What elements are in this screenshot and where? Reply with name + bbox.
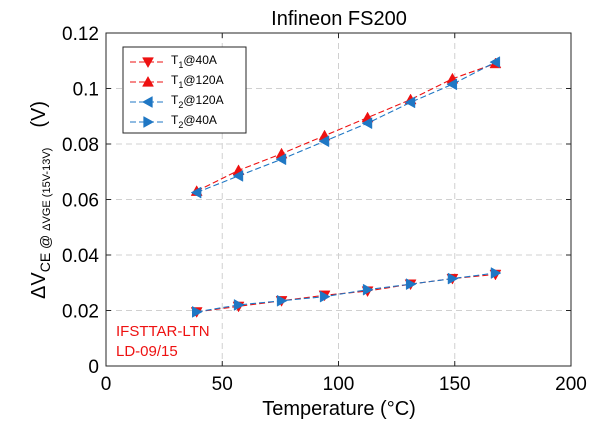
y-tick-label: 0.08 — [62, 135, 99, 156]
data-point — [192, 305, 203, 318]
data-point — [190, 186, 202, 199]
y-label-delta: Δ — [28, 286, 50, 299]
series-line — [196, 272, 496, 313]
y-label-sub1: CE @ — [37, 231, 53, 272]
legend-entry: T1@40A — [130, 53, 217, 70]
data-point — [489, 56, 501, 69]
annotation: IFSTTAR-LTN LD-09/15 — [116, 323, 210, 360]
data-point — [361, 117, 373, 130]
y-tick-label: 0 — [88, 357, 99, 378]
y-tick-label: 0.06 — [62, 191, 99, 212]
data-point — [490, 267, 502, 279]
x-tick-label: 100 — [323, 374, 355, 395]
legend-label: T2@40A — [171, 113, 217, 130]
legend-entry: T2@40A — [130, 113, 217, 130]
y-tick-label: 0.04 — [62, 246, 99, 267]
series-line — [196, 273, 496, 313]
legend-label: T2@120A — [171, 93, 224, 110]
data-point — [276, 294, 288, 307]
y-label-main: V — [28, 272, 50, 286]
data-point — [405, 278, 417, 291]
data-point — [232, 169, 244, 182]
x-tick-labels: 0 50 100 150 200 — [101, 374, 587, 395]
series-layer — [190, 56, 502, 318]
x-tick-label: 0 — [101, 374, 112, 395]
y-label-unit: (V) — [28, 101, 50, 128]
svg-text:ΔVCE @ ΔVGE (15V-13V)(V): ΔVCE @ ΔVGE (15V-13V)(V) — [28, 101, 53, 299]
y-tick-labels: 0 0.02 0.04 0.06 0.08 0.1 0.12 — [62, 24, 99, 378]
legend-label: T1@120A — [171, 73, 224, 90]
y-tick-label: 0.02 — [62, 302, 99, 323]
series-T2@40A — [192, 267, 502, 318]
legend-entry: T1@120A — [130, 73, 224, 90]
chart-title: Infineon FS200 — [271, 8, 407, 30]
y-tick-label: 0.1 — [73, 80, 99, 101]
legend-entry: T2@120A — [130, 93, 224, 110]
axis-ticks — [105, 32, 572, 367]
x-tick-label: 50 — [212, 374, 233, 395]
data-point — [319, 290, 331, 303]
y-label-delta2: Δ — [41, 223, 53, 231]
data-point — [233, 299, 245, 311]
legend: T1@40A T1@120A T2@120A T2@40A — [122, 46, 247, 134]
data-point — [447, 272, 459, 285]
x-axis-label: Temperature (°C) — [262, 398, 416, 420]
series-T2@120A — [190, 56, 501, 199]
annotation-line-2: LD-09/15 — [116, 343, 178, 360]
legend-marker — [143, 116, 155, 128]
data-point — [318, 135, 330, 148]
legend-marker — [142, 75, 154, 87]
y-axis-label: ΔVCE @ ΔVGE (15V-13V)(V) — [28, 101, 53, 299]
y-label-sub2: VGE (15V-13V) — [41, 148, 53, 224]
data-point — [446, 78, 458, 91]
data-point — [404, 96, 416, 109]
x-tick-label: 150 — [439, 374, 471, 395]
data-point — [362, 283, 374, 296]
series-line — [196, 63, 496, 192]
legend-marker — [141, 96, 153, 108]
annotation-line-1: IFSTTAR-LTN — [116, 323, 210, 340]
legend-marker — [142, 57, 154, 69]
legend-label: T1@40A — [171, 53, 217, 70]
x-tick-label: 200 — [555, 374, 587, 395]
series-line — [196, 61, 496, 194]
y-tick-label: 0.12 — [62, 24, 99, 45]
data-point — [275, 153, 287, 166]
